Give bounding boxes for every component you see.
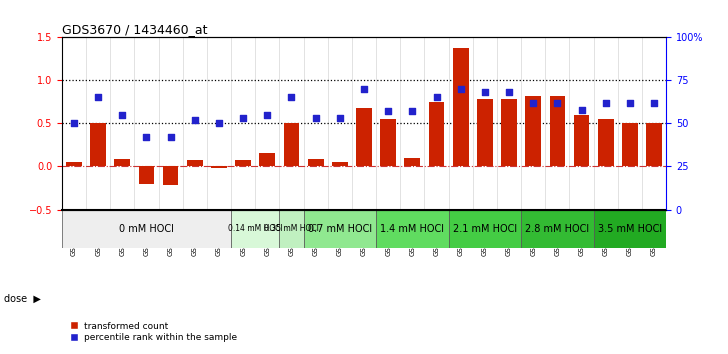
Bar (405, 158, 420, 166)
Point (165, 134, 176, 140)
Text: 2.8 mM HOCl: 2.8 mM HOCl (526, 224, 590, 234)
Bar (138, 166, 154, 184)
Bar (429, 102, 444, 166)
Point (310, 115, 322, 121)
Bar (598, 119, 614, 166)
Bar (593, 210, 666, 248)
Bar (231, 210, 280, 248)
Bar (90, 123, 106, 166)
Bar (550, 96, 565, 166)
Bar (477, 99, 493, 166)
Point (116, 112, 128, 118)
Bar (304, 210, 376, 248)
Point (213, 120, 225, 126)
Bar (646, 123, 662, 166)
Bar (521, 210, 593, 248)
Bar (259, 154, 275, 166)
Point (237, 115, 249, 121)
Bar (308, 159, 323, 166)
Bar (453, 47, 469, 166)
Bar (448, 210, 521, 248)
Point (358, 86, 370, 92)
Bar (376, 210, 448, 248)
Point (141, 134, 152, 140)
Text: 0.14 mM HOCl: 0.14 mM HOCl (228, 224, 282, 233)
Point (648, 100, 660, 105)
Bar (622, 123, 638, 166)
Point (552, 100, 563, 105)
Point (503, 90, 515, 95)
Bar (380, 119, 396, 166)
Text: GDS3670 / 1434460_at: GDS3670 / 1434460_at (62, 23, 207, 36)
Bar (163, 166, 178, 185)
Bar (332, 162, 348, 166)
Point (431, 95, 443, 100)
Point (285, 95, 297, 100)
Point (624, 100, 636, 105)
Bar (235, 160, 251, 166)
Legend: transformed count, percentile rank within the sample: transformed count, percentile rank withi… (66, 318, 241, 346)
Text: 0 mM HOCl: 0 mM HOCl (119, 224, 174, 234)
Bar (356, 108, 372, 166)
Text: 1.4 mM HOCl: 1.4 mM HOCl (380, 224, 444, 234)
Bar (66, 162, 82, 166)
Point (479, 90, 491, 95)
Text: 0.35 mM HOCl: 0.35 mM HOCl (264, 224, 319, 233)
Point (334, 115, 346, 121)
Point (92, 95, 104, 100)
Bar (114, 159, 130, 166)
Bar (187, 160, 202, 166)
Point (406, 108, 418, 114)
Point (600, 100, 612, 105)
Point (261, 112, 273, 118)
Point (382, 108, 394, 114)
Point (527, 100, 539, 105)
Point (68, 120, 80, 126)
Bar (574, 115, 590, 166)
Text: 2.1 mM HOCl: 2.1 mM HOCl (453, 224, 517, 234)
Text: 0.7 mM HOCl: 0.7 mM HOCl (308, 224, 372, 234)
Text: 3.5 mM HOCl: 3.5 mM HOCl (598, 224, 662, 234)
Point (189, 117, 201, 123)
Point (455, 86, 467, 92)
Bar (501, 99, 517, 166)
Bar (62, 210, 231, 248)
Point (576, 107, 587, 112)
Bar (211, 166, 227, 168)
Text: dose  ▶: dose ▶ (4, 294, 41, 304)
Bar (280, 210, 304, 248)
Bar (526, 96, 541, 166)
Bar (284, 123, 299, 166)
